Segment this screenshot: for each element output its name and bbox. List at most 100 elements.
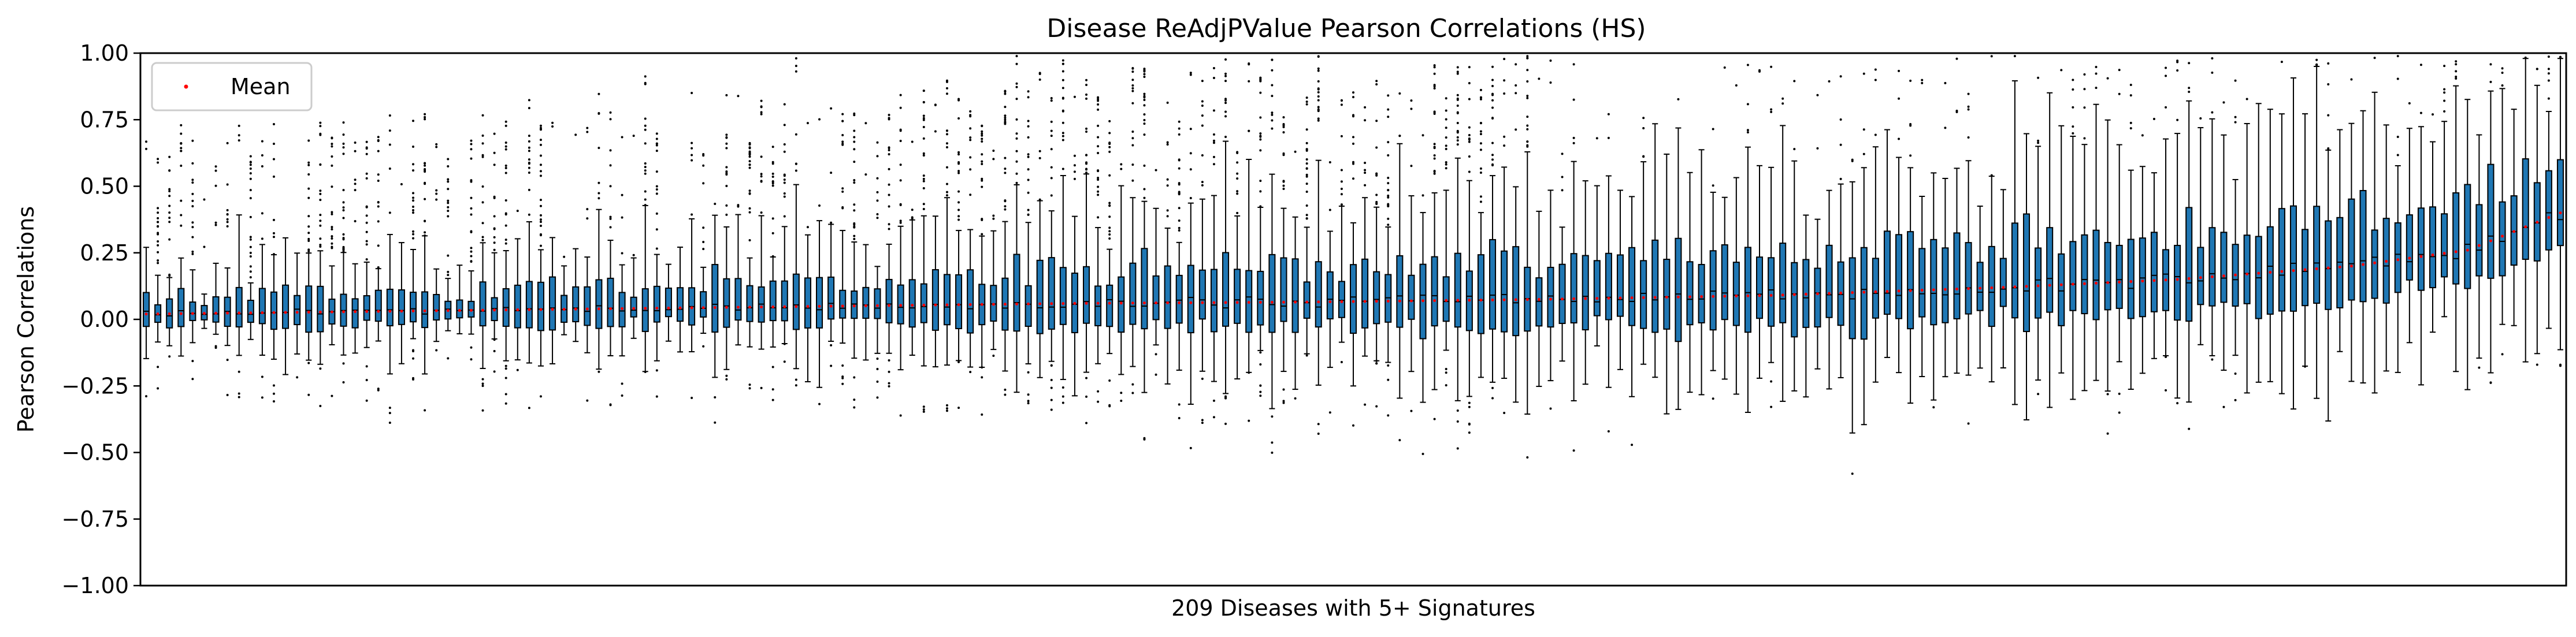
outlier-point	[2315, 58, 2318, 61]
outlier-point	[2455, 75, 2458, 78]
box-iqr	[1315, 261, 1322, 328]
outlier-point	[296, 376, 299, 379]
box-50	[711, 203, 719, 424]
mean-marker	[2071, 282, 2074, 286]
outlier-point	[1050, 99, 1053, 102]
outlier-point	[609, 217, 612, 220]
outlier-point	[1712, 128, 1714, 131]
outlier-point	[1479, 195, 1482, 198]
outlier-point	[1364, 172, 1367, 174]
box-iqr	[2035, 247, 2042, 319]
box-iqr	[1129, 262, 1137, 325]
box-iqr	[1303, 281, 1311, 319]
outlier-point	[191, 236, 194, 239]
mean-marker	[1874, 290, 1877, 293]
outlier-point	[1375, 146, 1378, 149]
box-161	[1999, 189, 2007, 369]
outlier-point	[1456, 143, 1459, 146]
outlier-point	[168, 169, 171, 172]
outlier-point	[377, 179, 380, 182]
outlier-point	[1746, 103, 1749, 106]
y-axis-label: Pearson Correlations	[13, 206, 39, 433]
outlier-point	[1073, 164, 1076, 167]
outlier-point	[2141, 134, 2144, 137]
outlier-point	[157, 225, 159, 228]
outlier-point	[1398, 135, 1401, 137]
mean-marker	[1561, 297, 1564, 301]
box-165	[2046, 92, 2054, 408]
box-70	[943, 79, 951, 412]
outlier-point	[922, 408, 925, 411]
box-137	[1721, 66, 1728, 380]
box-iqr	[2545, 170, 2552, 251]
outlier-point	[945, 407, 948, 410]
outlier-point	[539, 214, 542, 217]
outlier-point	[981, 179, 983, 182]
box-118	[1501, 58, 1508, 415]
outlier-point	[818, 118, 821, 121]
outlier-point	[1108, 146, 1111, 148]
outlier-point	[783, 181, 786, 184]
outlier-point	[1781, 97, 1784, 100]
outlier-point	[1097, 108, 1100, 111]
outlier-point	[981, 160, 983, 163]
outlier-point	[249, 163, 252, 166]
box-iqr	[1257, 270, 1264, 326]
outlier-point	[702, 248, 705, 251]
outlier-point	[1050, 96, 1053, 99]
outlier-point	[1468, 138, 1471, 141]
outlier-point	[470, 213, 473, 216]
outlier-point	[342, 189, 345, 192]
outlier-point	[1259, 79, 1262, 81]
outlier-point	[2396, 154, 2399, 157]
outlier-point	[1212, 109, 1215, 112]
outlier-point	[342, 121, 345, 124]
outlier-point	[2478, 366, 2481, 369]
mean-marker	[1085, 301, 1088, 305]
outlier-point	[319, 121, 322, 124]
outlier-point	[655, 228, 658, 231]
outlier-point	[504, 212, 507, 215]
box-109	[1396, 92, 1404, 442]
box-42	[618, 136, 626, 397]
box-24	[410, 120, 417, 381]
mean-marker	[2280, 270, 2284, 273]
box-7	[212, 165, 220, 349]
outlier-point	[1340, 99, 1343, 102]
outlier-point	[655, 192, 658, 195]
box-iqr	[410, 292, 417, 323]
outlier-point	[691, 147, 693, 150]
outlier-point	[447, 274, 450, 277]
outlier-point	[830, 221, 833, 224]
outlier-point	[226, 225, 229, 228]
box-iqr	[839, 289, 847, 319]
outlier-point	[470, 148, 473, 151]
outlier-point	[1050, 120, 1053, 123]
mean-marker	[1584, 297, 1587, 300]
box-iqr	[363, 295, 370, 321]
outlier-point	[249, 189, 252, 192]
outlier-point	[748, 192, 751, 195]
outlier-point	[180, 224, 183, 227]
outlier-point	[470, 358, 473, 361]
outlier-point	[1201, 419, 1204, 422]
outlier-point	[1375, 193, 1378, 196]
y-tick-label: −0.75	[62, 506, 129, 532]
outlier-point	[145, 140, 148, 143]
mean-marker	[1166, 301, 1170, 304]
outlier-point	[1004, 114, 1007, 117]
outlier-point	[237, 124, 240, 127]
outlier-point	[992, 217, 995, 220]
outlier-point	[1445, 118, 1447, 121]
outlier-point	[1793, 148, 1796, 151]
outlier-point	[586, 208, 589, 211]
box-49	[700, 153, 707, 348]
box-iqr	[723, 278, 730, 328]
outlier-point	[2188, 427, 2191, 430]
outlier-point	[725, 204, 728, 207]
outlier-point	[2396, 136, 2399, 139]
outlier-point	[725, 378, 728, 381]
outlier-point	[1909, 122, 1912, 125]
box-iqr	[1582, 255, 1589, 331]
outlier-point	[365, 258, 368, 261]
